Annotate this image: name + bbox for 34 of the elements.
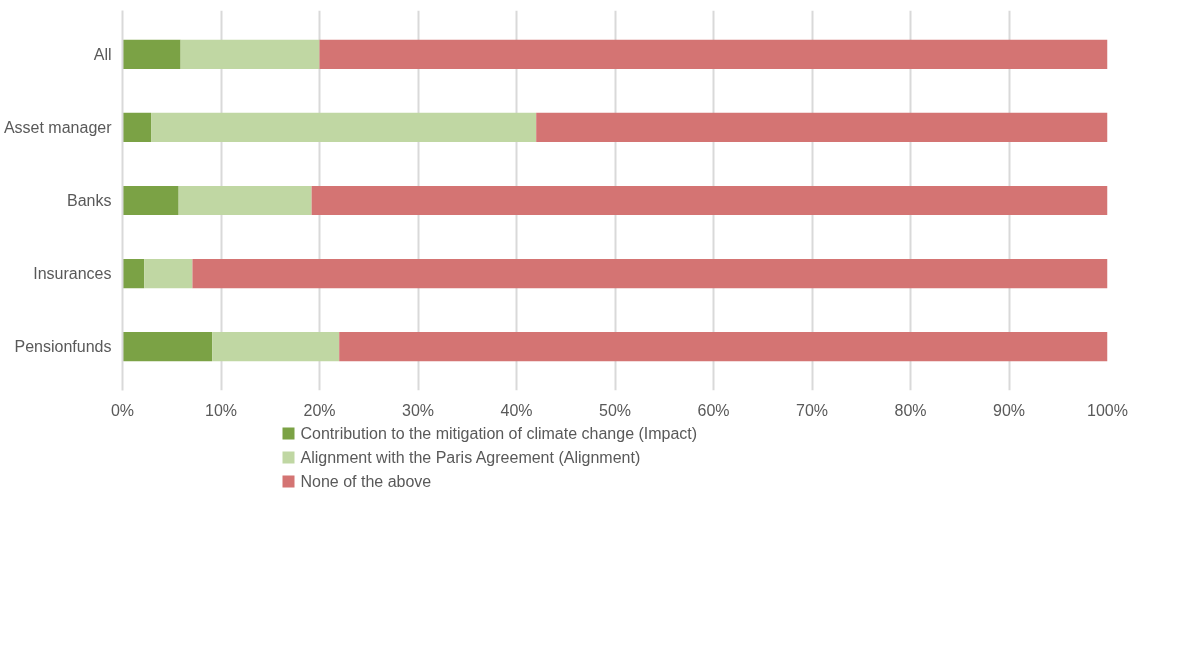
y-tick-label: All: [93, 45, 112, 63]
bar: [122, 185, 179, 216]
y-tick-label: Asset manager: [3, 118, 113, 136]
y-tick-label: Pensionfunds: [14, 338, 112, 356]
bar: [536, 112, 1108, 143]
x-tick-label: 30%: [401, 401, 435, 419]
bar: [180, 39, 320, 69]
legend-label: Contribution to the mitigation of climate change (Impact): [300, 425, 698, 442]
x-tick-label: 60%: [697, 401, 730, 419]
x-tick-label: 50%: [598, 401, 632, 419]
bar: [122, 112, 152, 143]
bar: [212, 332, 340, 362]
x-tick-label: 20%: [303, 401, 336, 419]
x-tick-label: 10%: [204, 401, 238, 419]
bar: [339, 332, 1108, 362]
legend-label: None of the above: [300, 473, 432, 490]
x-tick-label: 70%: [795, 401, 829, 419]
bar: [319, 39, 1108, 69]
x-tick-label: 40%: [500, 401, 533, 419]
bar: [122, 39, 181, 69]
x-tick-label: 90%: [992, 401, 1026, 419]
bar: [122, 332, 213, 362]
x-tick-label: 80%: [894, 401, 927, 419]
x-tick-label: 100%: [1087, 401, 1128, 419]
bar: [311, 185, 1108, 216]
bar: [151, 112, 537, 143]
legend-label: Alignment with the Paris Agreement (Alignment): [300, 449, 641, 466]
bar: [144, 258, 193, 289]
bar: [178, 185, 312, 216]
x-tick-label: 0%: [110, 401, 135, 419]
y-tick-label: Banks: [67, 192, 112, 209]
bar: [122, 258, 145, 289]
bar: [192, 258, 1108, 289]
y-tick-label: Insurances: [33, 265, 112, 283]
